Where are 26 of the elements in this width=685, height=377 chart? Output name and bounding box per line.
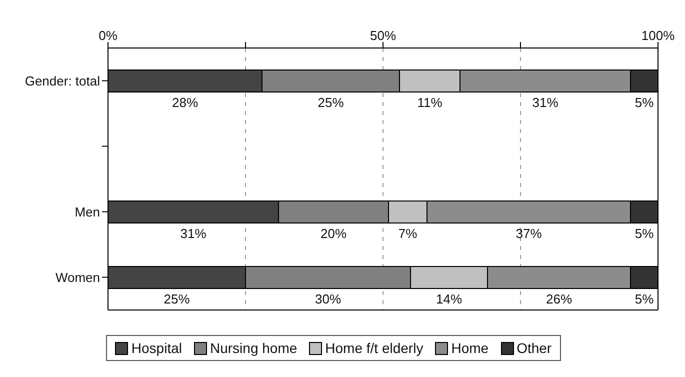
y-tick-label: Gender: total [24,73,100,88]
data-label: 20% [320,226,347,241]
y-tick-label: Women [55,270,100,285]
data-label: 14% [436,292,462,306]
data-label: 25% [318,95,344,110]
x-tick-label: 100% [641,28,676,43]
legend-label: Hospital [130,340,182,356]
data-label: 5% [634,226,654,241]
data-label: 31% [532,95,559,110]
data-label: 30% [314,292,342,306]
data-label: 11% [417,95,443,110]
data-label: 25% [164,292,190,306]
legend-label: Nursing home [209,340,298,356]
legend-label: Home f/t elderly [324,340,424,356]
data-label: 28% [172,95,198,110]
data-label: 7% [398,226,418,241]
legend-label: Other [516,340,552,356]
data-label: 5% [634,292,654,306]
data-label: 26% [546,292,572,306]
legend-label: Home [450,340,489,356]
data-label: 31% [180,226,207,241]
x-tick-label: 50% [370,28,396,43]
x-tick-label: 0% [98,28,118,43]
data-label: 37% [516,226,542,241]
y-tick-label: Men [74,204,100,220]
data-label: 5% [634,95,654,110]
